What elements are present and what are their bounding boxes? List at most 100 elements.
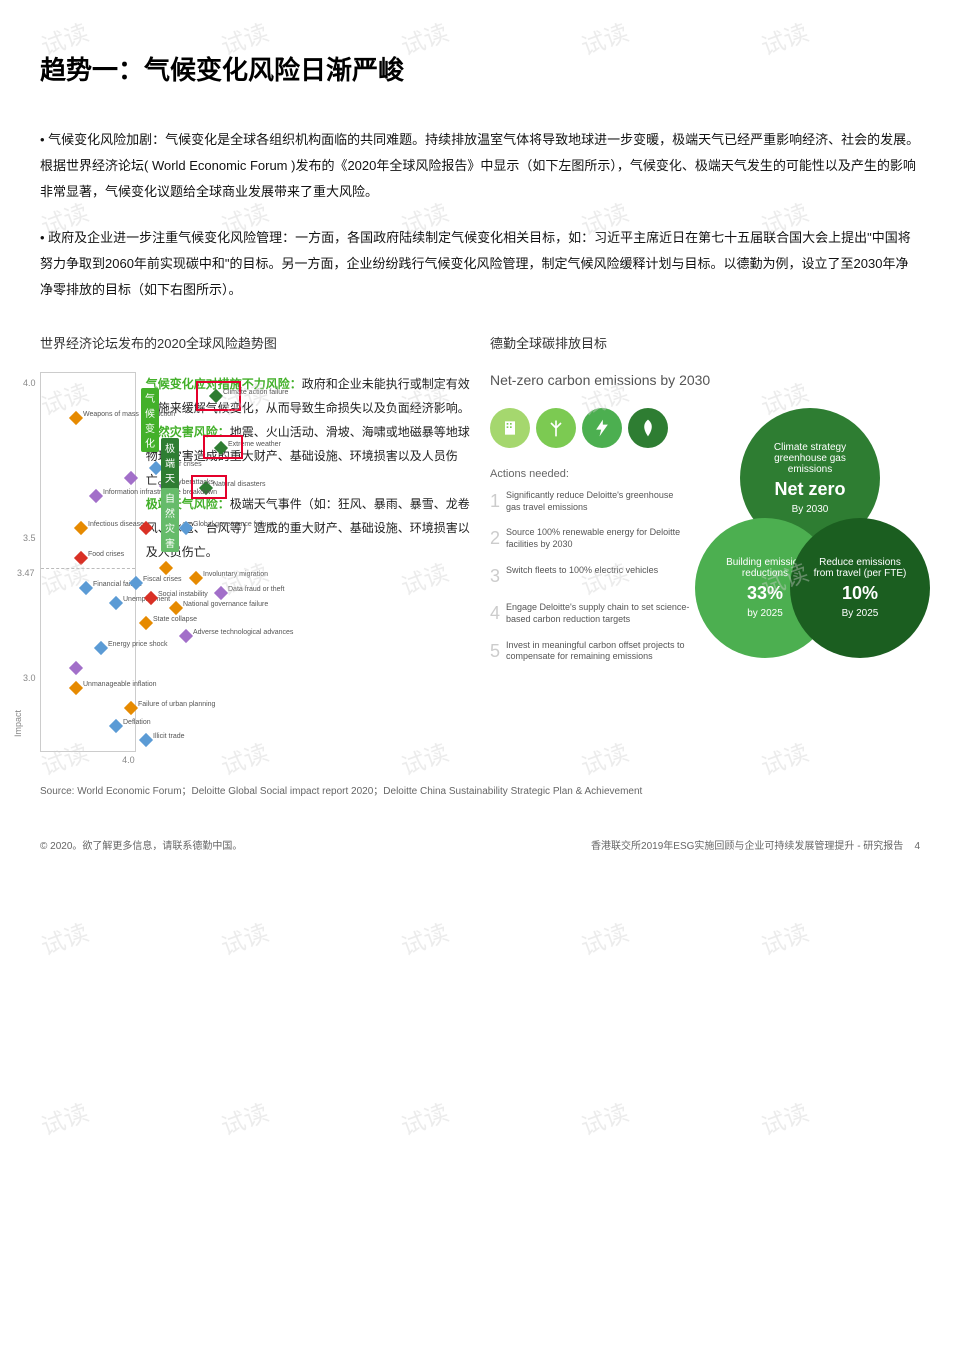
scatter-point <box>74 551 88 565</box>
action-item: 5 Invest in meaningful carbon offset proj… <box>490 640 690 663</box>
scatter-point <box>124 701 138 715</box>
body-bullet: 气候变化风险加剧：气候变化是全球各组织机构面临的共同难题。持续排放温室气体将导致… <box>40 127 920 205</box>
netzero-title: Net-zero carbon emissions by 2030 <box>490 372 920 388</box>
action-item: 4 Engage Deloitte's supply chain to set s… <box>490 602 690 625</box>
ytick-35: 3.5 <box>23 533 36 543</box>
action-item: 2 Source 100% renewable energy for Deloit… <box>490 527 690 550</box>
risk-scatter-chart: 4.0 3.5 3.47 3.0 4.0 Impact Climate acti… <box>40 372 136 752</box>
action-text: Source 100% renewable energy for Deloitt… <box>506 527 690 550</box>
y-axis-label: Impact <box>13 710 23 737</box>
title-emphasis: 气候变化风险日渐严峻 <box>144 55 404 85</box>
action-text: Switch fleets to 100% electric vehicles <box>506 565 658 588</box>
risk-definition: 气候变化应对措施不力风险：政府和企业未能执行或制定有效措施来缓解气候变化，从而导… <box>146 372 470 420</box>
venn-sub: By 2030 <box>792 504 829 515</box>
scatter-point <box>109 719 123 733</box>
action-number: 5 <box>490 640 500 663</box>
right-chart-caption: 德勤全球碳排放目标 <box>490 333 920 352</box>
scatter-point <box>69 661 83 675</box>
source-citation: Source: World Economic Forum；Deloitte Gl… <box>40 782 920 797</box>
action-number: 1 <box>490 490 500 513</box>
action-item: 3 Switch fleets to 100% electric vehicles <box>490 565 690 588</box>
highlight-box <box>203 435 243 459</box>
page-title: 趋势一：气候变化风险日渐严峻 <box>40 50 920 87</box>
scatter-point-label: Fiscal crises <box>143 576 182 583</box>
scatter-point <box>94 641 108 655</box>
highlight-box <box>191 475 227 499</box>
venn-line: greenhouse gas <box>774 453 846 464</box>
venn-big-value: 10% <box>842 583 878 604</box>
actions-label: Actions needed: <box>490 468 690 480</box>
risk-definition: 极端天气风险：极端天气事件（如：狂风、暴雨、暴雪、龙卷风、冰雹、台风等）造成的重… <box>146 492 470 564</box>
wind-icon <box>536 408 576 448</box>
watermark-text: 试读 <box>575 913 632 962</box>
scatter-point-label: Infectious disease <box>88 521 144 528</box>
action-text: Engage Deloitte's supply chain to set sc… <box>506 602 690 625</box>
scatter-point-label: Involuntary migration <box>203 571 268 578</box>
watermark-text: 试读 <box>215 913 272 962</box>
venn-big-value: 33% <box>747 583 783 604</box>
icon-row <box>490 408 690 448</box>
watermark-text: 试读 <box>575 1093 632 1142</box>
scatter-point-label: State collapse <box>153 616 197 623</box>
action-text: Invest in meaningful carbon offset proje… <box>506 640 690 663</box>
scatter-point-label: Unmanageable inflation <box>83 681 157 688</box>
scatter-point-label: Global governance failure <box>193 521 273 528</box>
scatter-point <box>69 681 83 695</box>
scatter-point-label: Social instability <box>158 591 208 598</box>
watermark-text: 试读 <box>35 1093 92 1142</box>
scatter-point <box>89 489 103 503</box>
body-bullet: 政府及企业进一步注重气候变化风险管理：一方面，各国政府陆续制定气候变化相关目标，… <box>40 225 920 303</box>
category-tag: 气候变化 <box>141 388 159 452</box>
venn-line: Climate strategy <box>774 442 846 453</box>
charts-row: 世界经济论坛发布的2020全球风险趋势图 4.0 3.5 3.47 3.0 4.… <box>40 333 920 752</box>
scatter-point-label: Adverse technological advances <box>193 629 293 636</box>
venn-line: Reduce emissions <box>819 557 901 568</box>
action-number: 3 <box>490 565 500 588</box>
risk-definitions: 气候变化应对措施不力风险：政府和企业未能执行或制定有效措施来缓解气候变化，从而导… <box>146 372 470 752</box>
ytick-40: 4.0 <box>23 378 36 388</box>
venn-line: from travel (per FTE) <box>814 568 907 579</box>
left-chart-column: 世界经济论坛发布的2020全球风险趋势图 4.0 3.5 3.47 3.0 4.… <box>40 333 470 752</box>
watermark-text: 试读 <box>755 1093 812 1142</box>
bullet-list: 气候变化风险加剧：气候变化是全球各组织机构面临的共同难题。持续排放温室气体将导致… <box>40 127 920 303</box>
right-chart-column: 德勤全球碳排放目标 Net-zero carbon emissions by 2… <box>490 333 920 752</box>
venn-big-value: Net zero <box>774 479 845 500</box>
ytick-30: 3.0 <box>23 673 36 683</box>
scatter-point-label: Failure of urban planning <box>138 701 215 708</box>
scatter-point <box>69 411 83 425</box>
watermark-text: 试读 <box>215 1093 272 1142</box>
title-prefix: 趋势一： <box>40 55 144 85</box>
scatter-point-label: Illicit trade <box>153 733 185 740</box>
highlight-box <box>196 381 241 411</box>
action-text: Significantly reduce Deloitte's greenhou… <box>506 490 690 513</box>
venn-right-circle: Reduce emissionsfrom travel (per FTE) 10%… <box>790 518 930 658</box>
bolt-icon <box>582 408 622 448</box>
category-tag: 自然灾害 <box>161 488 179 552</box>
scatter-point <box>79 581 93 595</box>
action-number: 2 <box>490 527 500 550</box>
ytick-avg: 3.47 <box>17 568 35 578</box>
scatter-point <box>109 596 123 610</box>
venn-line: emissions <box>788 464 832 475</box>
actions-column: Actions needed: 1 Significantly reduce De… <box>490 408 690 708</box>
scatter-point-label: National governance failure <box>183 601 268 608</box>
leaf-icon <box>628 408 668 448</box>
venn-line: reductions <box>742 568 788 579</box>
xtick-40: 4.0 <box>122 755 135 765</box>
page-title-area: 趋势一：气候变化风险日渐严峻 <box>40 50 920 87</box>
left-chart-caption: 世界经济论坛发布的2020全球风险趋势图 <box>40 333 470 352</box>
action-item: 1 Significantly reduce Deloitte's greenho… <box>490 490 690 513</box>
watermark-text: 试读 <box>395 913 452 962</box>
building-icon <box>490 408 530 448</box>
scatter-point-label: Weapons of mass destruction <box>83 411 175 418</box>
venn-diagram: Climate strategygreenhouse gasemissions N… <box>700 408 920 708</box>
scatter-point-label: Data fraud or theft <box>228 586 284 593</box>
actions-list: 1 Significantly reduce Deloitte's greenho… <box>490 490 690 663</box>
footer-right: 香港联交所2019年ESG实施回顾与企业可持续发展管理提升 - 研究报告 4 <box>591 837 920 852</box>
watermark-text: 试读 <box>35 913 92 962</box>
action-number: 4 <box>490 602 500 625</box>
scatter-point <box>74 521 88 535</box>
footer-left: © 2020。欲了解更多信息，请联系德勤中国。 <box>40 837 242 852</box>
page-footer: © 2020。欲了解更多信息，请联系德勤中国。 香港联交所2019年ESG实施回… <box>40 837 920 852</box>
scatter-point <box>124 471 138 485</box>
